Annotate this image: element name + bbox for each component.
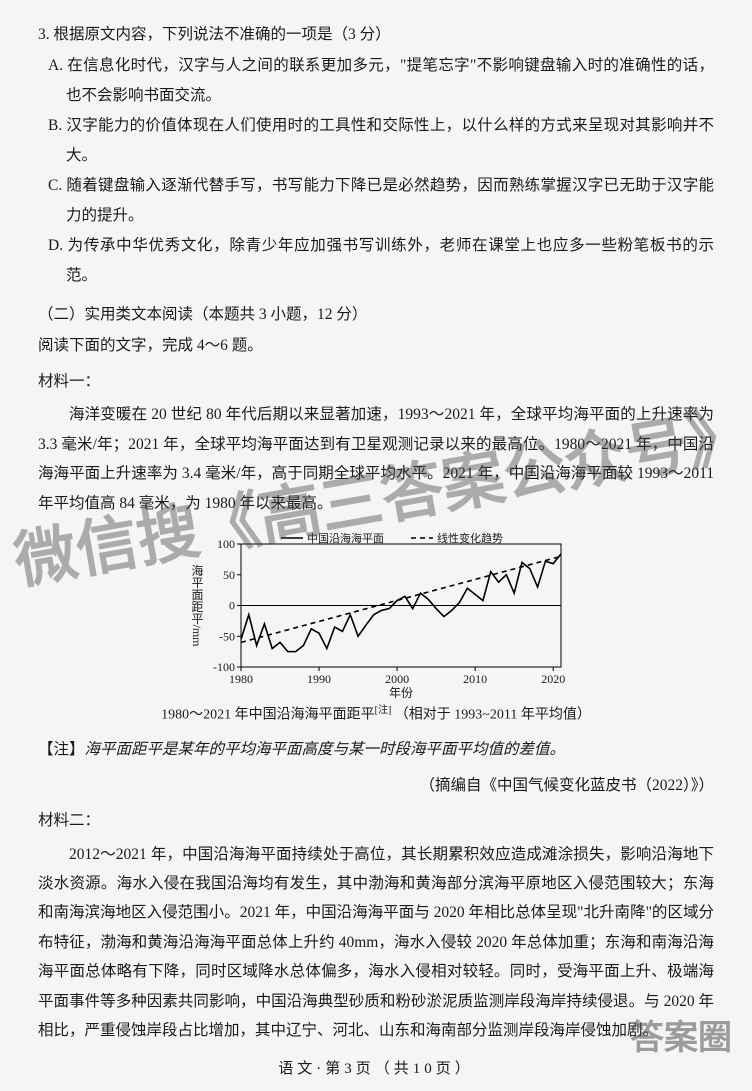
option-text: 汉字能力的价值体现在人们使用时的工具性和交际性上，以什么样的方式来呈现对其影响并… — [66, 117, 714, 163]
material-2-paragraph: 2012～2021 年，中国沿海海平面持续处于高位，其长期累积效应造成滩涂损失，… — [38, 840, 714, 1046]
svg-text:2010: 2010 — [463, 672, 487, 686]
q3-option-a: A. 在信息化时代，汉字与人之间的联系更加多元，"提笔忘字"不影响键盘输入时的准… — [38, 51, 714, 110]
section-2-title: （二）实用类文本阅读（本题共 3 小题，12 分） — [38, 300, 714, 329]
q3-option-b: B. 汉字能力的价值体现在人们使用时的工具性和交际性上，以什么样的方式来呈现对其… — [38, 111, 714, 170]
material-1-source: （摘编自《中国气候变化蓝皮书（2022）》） — [38, 771, 714, 800]
option-label: A. — [48, 57, 63, 74]
section-2-instruction: 阅读下面的文字，完成 4～6 题。 — [38, 331, 714, 360]
chart-note: 【注】海平面距平是某年的平均海平面高度与某一时段海平面平均值的差值。 — [38, 735, 714, 764]
q3-option-d: D. 为传承中华优秀文化，除青少年应加强书写训练外，老师在课堂上也应多一些粉笔板… — [38, 231, 714, 290]
option-text: 随着键盘输入逐渐代替手写，书写能力下降已是必然趋势，因而熟练掌握汉字已无助于汉字… — [66, 177, 714, 223]
question-3: 3. 根据原文内容，下列说法不准确的一项是（3 分） — [38, 20, 714, 49]
material-1-paragraph: 海洋变暖在 20 世纪 80 年代后期以来显著加速，1993～2021 年，全球… — [38, 400, 714, 518]
chart-caption: 1980～2021 年中国沿海海平面距平[注] （相对于 1993~2011 年… — [161, 701, 591, 729]
svg-text:海平面距平/mm: 海平面距平/mm — [190, 563, 204, 647]
svg-text:2000: 2000 — [385, 672, 409, 686]
option-label: B. — [48, 117, 62, 134]
svg-text:2020: 2020 — [541, 672, 565, 686]
svg-text:1990: 1990 — [307, 672, 331, 686]
svg-text:50: 50 — [223, 568, 235, 582]
note-text: 海平面距平是某年的平均海平面高度与某一时段海平面平均值的差值。 — [85, 741, 566, 758]
option-label: C. — [48, 177, 62, 194]
note-label: 【注】 — [38, 741, 85, 758]
svg-text:线性变化趋势: 线性变化趋势 — [437, 531, 503, 545]
q3-option-c: C. 随着键盘输入逐渐代替手写，书写能力下降已是必然趋势，因而熟练掌握汉字已无助… — [38, 171, 714, 230]
q3-number: 3. — [38, 26, 50, 43]
chart-canvas: -100-5005010019801990200020102020海平面距平/m… — [181, 524, 571, 699]
svg-text:-50: -50 — [219, 629, 235, 643]
svg-text:年份: 年份 — [389, 686, 413, 699]
sea-level-chart: -100-5005010019801990200020102020海平面距平/m… — [38, 524, 714, 729]
page-footer: 语文·第3页（共10页） — [0, 1055, 752, 1084]
svg-text:100: 100 — [217, 537, 235, 551]
q3-stem: 根据原文内容，下列说法不准确的一项是（3 分） — [54, 26, 391, 43]
svg-text:1980: 1980 — [229, 672, 253, 686]
material-1-title: 材料一： — [38, 367, 714, 396]
option-text: 为传承中华优秀文化，除青少年应加强书写训练外，老师在课堂上也应多一些粉笔板书的示… — [66, 237, 714, 283]
svg-text:中国沿海海平面: 中国沿海海平面 — [307, 531, 384, 545]
option-text: 在信息化时代，汉字与人之间的联系更加多元，"提笔忘字"不影响键盘输入时的准确性的… — [66, 57, 714, 103]
svg-text:0: 0 — [229, 599, 235, 613]
option-label: D. — [48, 237, 63, 254]
material-2-title: 材料二： — [38, 806, 714, 835]
